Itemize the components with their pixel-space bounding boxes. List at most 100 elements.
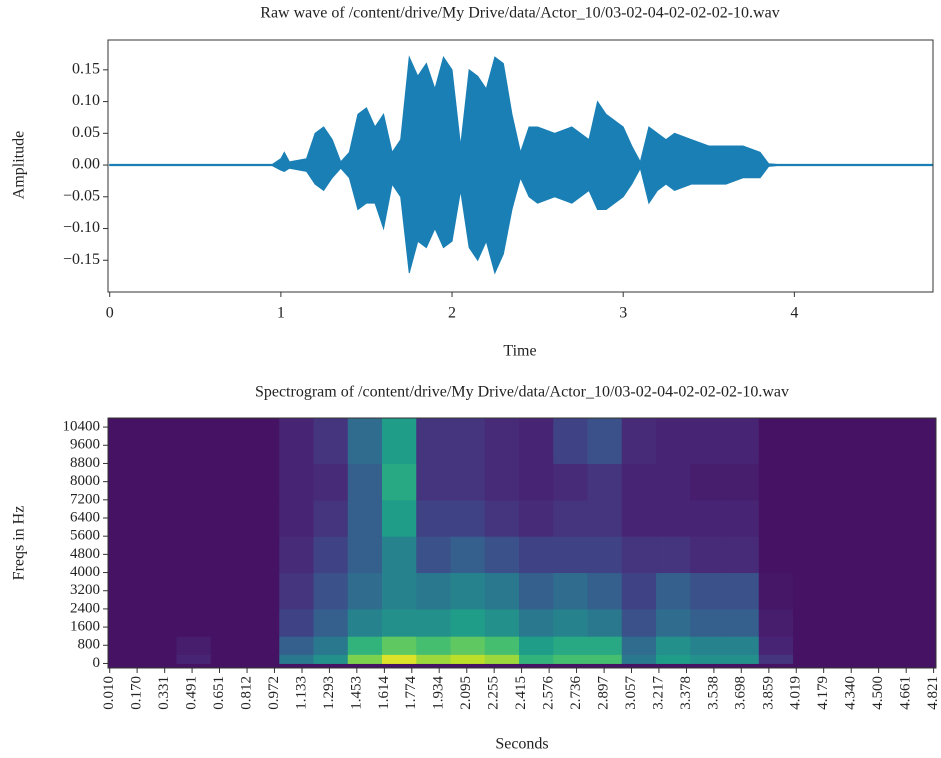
heatmap-cell: [862, 500, 897, 537]
x-tick-label: 2: [448, 305, 456, 322]
heatmap-cell: [314, 418, 349, 464]
heatmap-cell: [896, 418, 931, 464]
heatmap-cell: [485, 573, 520, 610]
heatmap-cell: [656, 654, 691, 664]
heatmap-cell: [142, 654, 177, 664]
heatmap-cell: [245, 609, 280, 637]
heatmap-cell: [108, 418, 143, 464]
heatmap-cell: [656, 418, 691, 464]
heatmap-cell: [690, 463, 725, 500]
heatmap-cell: [279, 500, 314, 537]
heatmap-cell: [485, 609, 520, 637]
x-tick-label: 1.133: [293, 676, 309, 710]
y-tick-label: −0.05: [63, 187, 100, 204]
heatmap-cell: [519, 636, 554, 655]
heatmap-cell: [759, 573, 794, 610]
heatmap-cell: [519, 573, 554, 610]
x-tick-label: 2.415: [513, 676, 529, 710]
heatmap-cell: [656, 536, 691, 573]
x-tick-label: 4.019: [788, 676, 804, 710]
heatmap-cell: [793, 636, 828, 655]
heatmap-cell: [142, 463, 177, 500]
chart-title: Raw wave of /content/drive/My Drive/data…: [260, 5, 779, 22]
heatmap-cell: [622, 500, 657, 537]
heatmap-cell: [142, 500, 177, 537]
heatmap-cell: [416, 500, 451, 537]
heatmap-cell: [108, 536, 143, 573]
heatmap-cell: [279, 636, 314, 655]
x-axis-label: Time: [503, 343, 536, 360]
heatmap-cell: [177, 573, 212, 610]
heatmap-cell: [348, 573, 383, 610]
heatmap-cell: [382, 636, 417, 655]
heatmap-cell: [177, 500, 212, 537]
heatmap-cell: [451, 536, 486, 573]
heatmap-cell: [211, 536, 246, 573]
heatmap-cell: [793, 418, 828, 464]
x-tick-label: 1: [277, 305, 285, 322]
x-tick-label: 4.821: [925, 676, 941, 710]
heatmap-cell: [519, 463, 554, 500]
chart-title: Spectrogram of /content/drive/My Drive/d…: [255, 384, 789, 401]
heatmap-cell: [382, 536, 417, 573]
heatmap-cell: [211, 636, 246, 655]
heatmap-cell: [314, 500, 349, 537]
heatmap-cell: [279, 463, 314, 500]
heatmap-cell: [862, 536, 897, 573]
heatmap-cell: [725, 536, 760, 573]
heatmap-cell: [314, 654, 349, 664]
heatmap-cell: [416, 536, 451, 573]
heatmap-cell: [382, 500, 417, 537]
figure: Raw wave of /content/drive/My Drive/data…: [0, 0, 941, 758]
heatmap-cell: [759, 636, 794, 655]
heatmap-cell: [348, 609, 383, 637]
heatmap-cell: [862, 573, 897, 610]
heatmap-cell: [416, 463, 451, 500]
heatmap-cell: [622, 463, 657, 500]
y-tick-label: 7200: [70, 491, 100, 507]
heatmap-cell: [553, 500, 588, 537]
x-tick-label: 4.340: [843, 676, 859, 710]
heatmap-cell: [108, 500, 143, 537]
heatmap-cell: [451, 418, 486, 464]
heatmap-cell: [725, 463, 760, 500]
heatmap-cell: [725, 636, 760, 655]
heatmap-cell: [622, 654, 657, 664]
heatmap-cell: [142, 636, 177, 655]
y-tick-label: 0: [93, 655, 101, 671]
heatmap-cell: [862, 463, 897, 500]
heatmap-cell: [519, 654, 554, 664]
heatmap-cell: [485, 500, 520, 537]
heatmap-cell: [416, 609, 451, 637]
x-tick-label: 0.651: [211, 676, 227, 710]
heatmap-cell: [177, 418, 212, 464]
heatmap-cell: [622, 573, 657, 610]
heatmap-cell: [725, 654, 760, 664]
heatmap-cell: [451, 654, 486, 664]
x-tick-label: 4.179: [815, 676, 831, 710]
heatmap-cell: [896, 463, 931, 500]
heatmap-cell: [382, 463, 417, 500]
heatmap-cell: [827, 636, 862, 655]
x-tick-label: 2.576: [541, 676, 557, 710]
y-tick-label: 4000: [70, 564, 100, 580]
heatmap-cell: [177, 636, 212, 655]
heatmap-cell: [759, 500, 794, 537]
heatmap-cell: [314, 536, 349, 573]
y-tick-label: 2400: [70, 600, 100, 616]
heatmap-cell: [588, 418, 623, 464]
y-tick-label: 1600: [70, 619, 100, 635]
y-tick-label: 0.15: [72, 61, 100, 78]
heatmap-cell: [279, 536, 314, 573]
heatmap-cell: [553, 573, 588, 610]
heatmap-cell: [827, 609, 862, 637]
heatmap-cell: [725, 500, 760, 537]
heatmap-cell: [245, 463, 280, 500]
heatmap-cell: [314, 636, 349, 655]
heatmap-cell: [211, 609, 246, 637]
heatmap-cell: [245, 500, 280, 537]
heatmap-cell: [725, 418, 760, 464]
y-tick-label: 0.10: [72, 92, 100, 109]
heatmap-cell: [690, 609, 725, 637]
heatmap-cell: [279, 609, 314, 637]
